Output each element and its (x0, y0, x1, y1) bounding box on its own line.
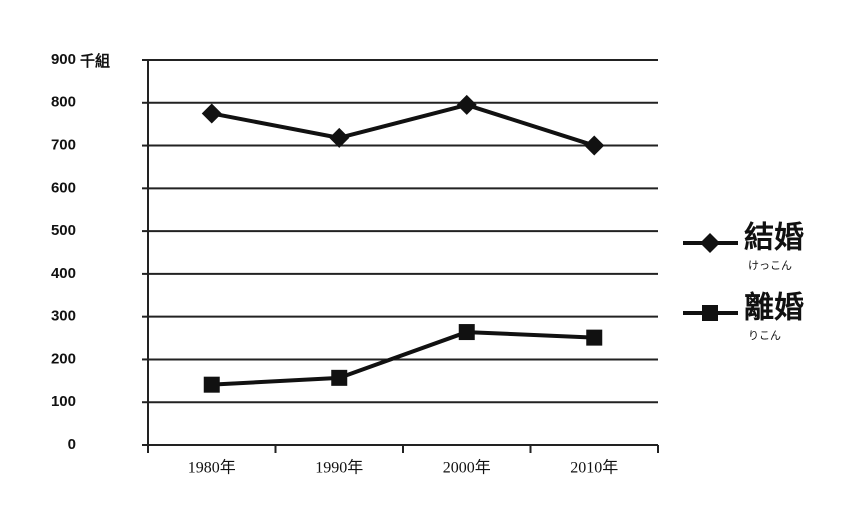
legend-marker (700, 233, 720, 253)
marker (584, 135, 605, 156)
y-tick-label: 0 (68, 436, 76, 453)
y-unit: 千組 (80, 52, 110, 70)
x-tick-label: 2000年 (443, 459, 491, 477)
marker (458, 324, 475, 341)
line (211, 102, 595, 148)
y-tick-label: 200 (51, 350, 76, 367)
legend-reading: けっこん (748, 259, 792, 272)
legend-label: 結婚 (744, 221, 804, 256)
x-tick-label: 1990年 (315, 459, 363, 477)
x-tick-label: 1980年 (188, 459, 236, 477)
marker (329, 127, 350, 148)
y-tick-label: 100 (51, 393, 76, 410)
y-tick-label: 800 (51, 94, 76, 111)
y-tick-label: 700 (51, 137, 76, 154)
legend-label: 離婚 (744, 291, 804, 326)
y-tick-label: 900 (51, 51, 76, 68)
y-tick-label: 400 (51, 265, 76, 282)
marker (201, 103, 222, 124)
legend-reading: りこん (748, 329, 781, 342)
y-tick-label: 600 (51, 179, 76, 196)
marker (203, 376, 220, 393)
y-tick-label: 300 (51, 308, 76, 325)
marker (586, 329, 603, 346)
y-tick-label: 500 (51, 222, 76, 239)
line (211, 330, 595, 387)
legend-marker (702, 305, 718, 321)
x-tick-label: 2010年 (570, 459, 618, 477)
marker (331, 369, 348, 386)
marker (456, 94, 477, 115)
